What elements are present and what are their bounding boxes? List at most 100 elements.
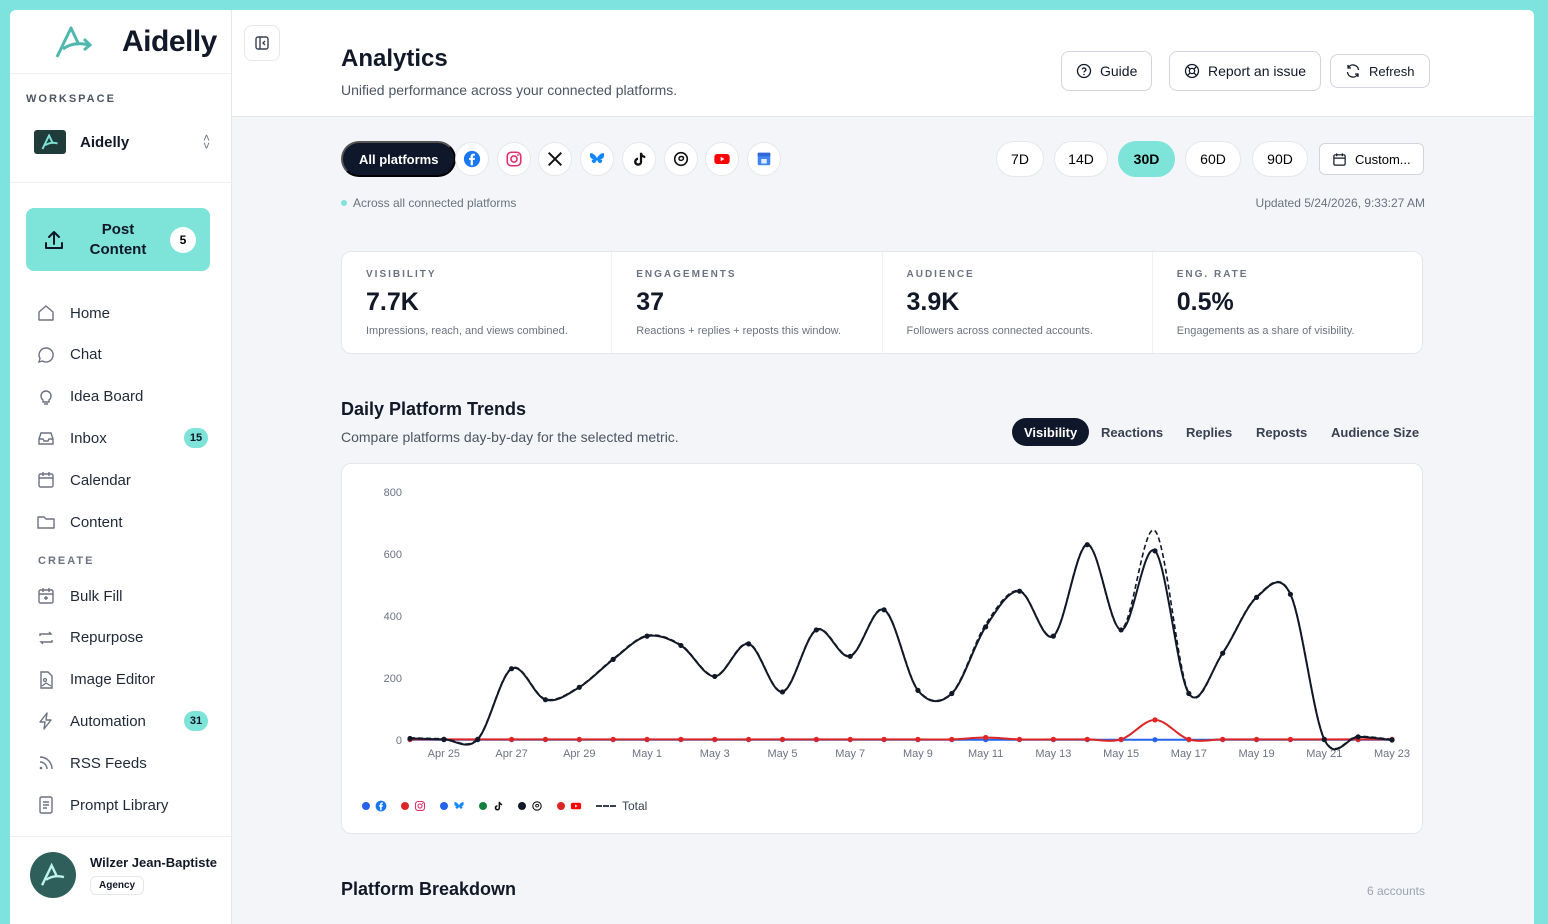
- data-point: [1016, 588, 1023, 594]
- platform-filter-x[interactable]: [538, 142, 573, 176]
- threads-icon: [532, 801, 542, 811]
- workspace-label: WORKSPACE: [26, 93, 116, 105]
- platform-filter-youtube[interactable]: [705, 142, 740, 176]
- sidebar-item-calendar[interactable]: Calendar: [36, 466, 208, 494]
- stat-engagements: ENGAGEMENTS 37 Reactions + replies + rep…: [612, 252, 883, 353]
- sidebar-item-content[interactable]: Content: [36, 508, 208, 536]
- legend-item-threads: [518, 800, 543, 812]
- sidebar-item-idea-board[interactable]: Idea Board: [36, 383, 208, 411]
- series-line-3: [409, 529, 1393, 750]
- y-tick-label: 800: [384, 487, 402, 499]
- user-profile[interactable]: Wilzer Jean-Baptiste Agency: [30, 852, 217, 898]
- data-point: [1287, 736, 1294, 742]
- collapse-sidebar-button[interactable]: [244, 25, 280, 61]
- legend-dot: [401, 802, 409, 810]
- sidebar-item-inbox[interactable]: Inbox 15: [36, 424, 208, 452]
- legend-label: Total: [622, 799, 648, 813]
- sidebar-item-home[interactable]: Home: [36, 299, 208, 327]
- platform-filter-threads[interactable]: [663, 142, 698, 176]
- range-7d[interactable]: 7D: [996, 141, 1044, 177]
- range-30d[interactable]: 30D: [1118, 141, 1175, 177]
- brand[interactable]: Aidelly: [10, 10, 231, 74]
- sidebar-item-image-editor[interactable]: Image Editor: [36, 666, 208, 694]
- legend-dot: [557, 802, 565, 810]
- help-circle-icon: [1076, 63, 1092, 79]
- series-line-1: [410, 718, 1392, 742]
- guide-button[interactable]: Guide: [1061, 51, 1153, 91]
- platform-filter-google-business[interactable]: [746, 142, 781, 176]
- tab-replies[interactable]: Replies: [1186, 424, 1233, 440]
- stat-description: Reactions + replies + reposts this windo…: [636, 325, 842, 337]
- calendar-icon: [1333, 152, 1346, 166]
- workspace-name: Aidelly: [80, 133, 130, 151]
- lightbulb-icon: [40, 389, 52, 405]
- sidebar-item-bulk-fill[interactable]: Bulk Fill: [36, 582, 208, 610]
- sidebar-item-prompt-library[interactable]: Prompt Library: [36, 791, 208, 819]
- data-point: [881, 736, 887, 742]
- sidebar-item-repurpose[interactable]: Repurpose: [36, 624, 208, 652]
- stat-visibility: VISIBILITY 7.7K Impressions, reach, and …: [342, 252, 613, 353]
- tab-reposts[interactable]: Reposts: [1256, 424, 1308, 440]
- data-point: [1050, 736, 1056, 742]
- avatar: [30, 852, 76, 898]
- rss-icon: [39, 756, 53, 770]
- aidelly-logo-icon: [41, 134, 58, 150]
- data-point: [542, 736, 549, 742]
- refresh-button[interactable]: Refresh: [1330, 54, 1430, 88]
- custom-range-label: Custom...: [1355, 151, 1411, 167]
- x-tick-label: Apr 25: [428, 748, 460, 760]
- chart-legend: Total: [362, 799, 661, 813]
- tab-visibility[interactable]: Visibility: [1012, 418, 1090, 446]
- home-icon: [38, 305, 54, 321]
- tab-reactions[interactable]: Reactions: [1101, 424, 1164, 440]
- sidebar-item-rss-feeds[interactable]: RSS Feeds: [36, 749, 208, 777]
- x-tick-label: May 11: [968, 748, 1003, 760]
- data-point: [1084, 542, 1090, 548]
- y-tick-label: 200: [384, 673, 402, 685]
- range-60d[interactable]: 60D: [1185, 141, 1241, 177]
- stat-description: Impressions, reach, and views combined.: [366, 325, 568, 337]
- data-point: [678, 736, 684, 742]
- instagram-icon: [506, 151, 522, 167]
- legend-item-bluesky: [440, 800, 465, 812]
- sidebar-item-label: Image Editor: [70, 671, 156, 689]
- data-point: [1152, 548, 1158, 554]
- data-point: [1253, 736, 1260, 742]
- stats-card: VISIBILITY 7.7K Impressions, reach, and …: [341, 251, 1423, 354]
- tab-audience-size[interactable]: Audience Size: [1331, 424, 1420, 440]
- x-tick-label: May 9: [903, 748, 933, 760]
- platform-filter-instagram[interactable]: [496, 142, 531, 176]
- bluesky-icon: [454, 802, 464, 809]
- x-tick-label: May 3: [700, 748, 730, 760]
- sidebar-item-automation[interactable]: Automation 31: [36, 707, 208, 735]
- platform-filter-facebook[interactable]: [455, 142, 489, 176]
- sidebar-item-label: Bulk Fill: [70, 587, 123, 605]
- refresh-label: Refresh: [1369, 63, 1415, 79]
- breakdown-count: 6 accounts: [1366, 884, 1425, 898]
- repeat-icon: [39, 631, 53, 645]
- scope-text: Across all connected platforms: [353, 196, 517, 210]
- user-name: Wilzer Jean-Baptiste: [90, 855, 218, 870]
- platform-filter-bluesky[interactable]: [580, 142, 615, 176]
- range-14d[interactable]: 14D: [1054, 141, 1108, 177]
- divider: [10, 182, 232, 183]
- workspace-select[interactable]: Aidelly ˄ ˅: [34, 128, 210, 156]
- range-90d[interactable]: 90D: [1252, 141, 1308, 177]
- x-icon: [548, 151, 563, 167]
- data-point: [644, 736, 650, 742]
- all-platforms-chip[interactable]: All platforms: [341, 141, 457, 177]
- data-point: [1118, 736, 1124, 742]
- legend-item-instagram: [401, 800, 426, 812]
- platform-filter-tiktok[interactable]: [621, 142, 656, 176]
- report-issue-button[interactable]: Report an issue: [1169, 51, 1322, 91]
- legend-dot: [362, 802, 370, 810]
- scope-note: Across all connected platforms: [341, 196, 516, 210]
- trends-chart-card: 0 200 400 600 800 Apr 25 Apr 27 Apr 29 May 1 May …: [341, 463, 1423, 834]
- legend-item-youtube: [557, 800, 582, 812]
- sidebar-item-chat[interactable]: Chat: [36, 341, 208, 369]
- custom-range-button[interactable]: Custom...: [1319, 143, 1424, 175]
- legend-dot: [479, 802, 487, 810]
- sidebar: Aidelly WORKSPACE Aidelly ˄ ˅ Post Content…: [10, 10, 232, 924]
- post-content-button[interactable]: Post Content 5: [26, 208, 210, 271]
- scope-dot: [341, 200, 347, 206]
